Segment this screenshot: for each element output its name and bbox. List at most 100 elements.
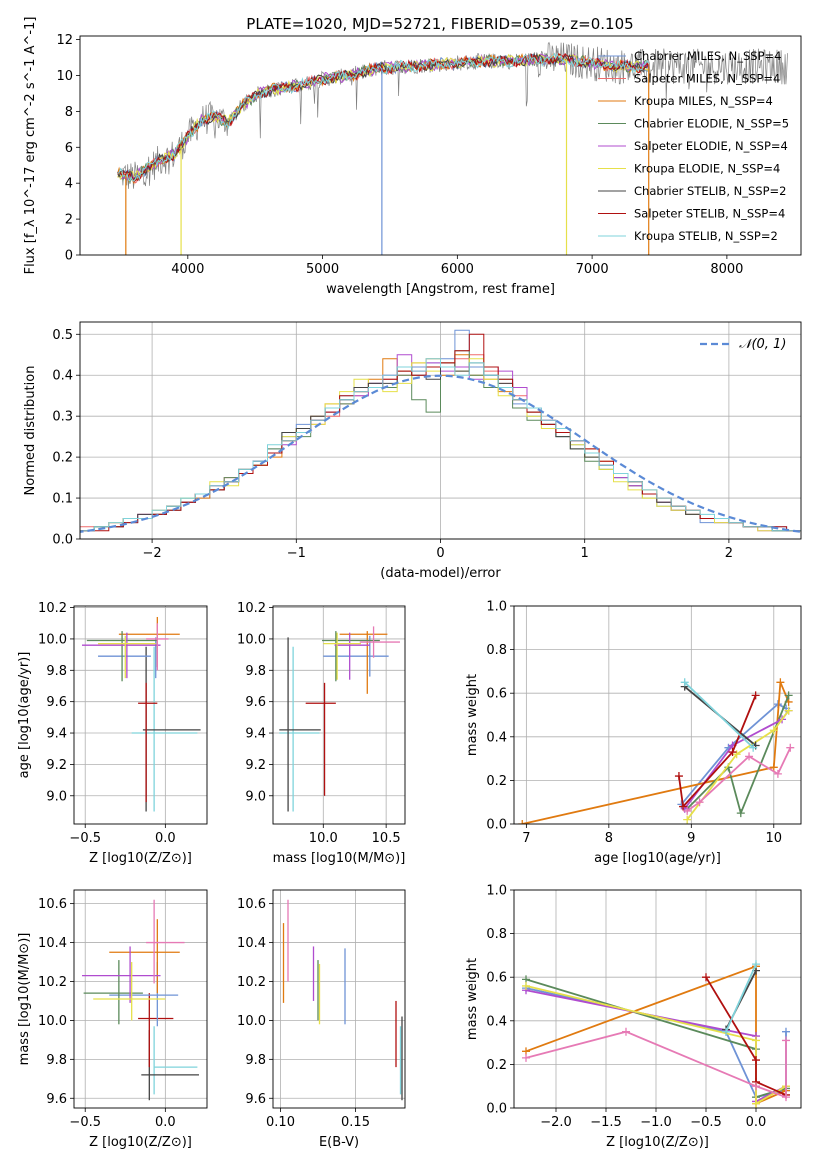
y-tick-label: 0.0	[486, 1102, 507, 1117]
legend-label: 𝒩(0, 1)	[739, 337, 786, 352]
x-tick-label: 0.0	[155, 831, 176, 846]
y-tick-label: 0.6	[486, 687, 507, 702]
y-tick-label: 9.8	[46, 664, 67, 679]
gaussian-curve	[80, 374, 801, 533]
weight-marker	[786, 743, 795, 752]
weight-marker	[784, 706, 793, 715]
x-tick-label: 10.5	[372, 831, 401, 846]
x-tick-label: −2.0	[540, 1115, 572, 1130]
mass-vs-ebv-plot: 0.10 0.15 9.6 9.8 10.0 10.2 10.4 10.6 E(B-V)	[237, 889, 406, 1150]
y-tick-label: 9.8	[245, 664, 266, 679]
weight-marker	[683, 806, 692, 815]
y-tick-label: 0.0	[486, 818, 507, 833]
y-tick-label: 0.4	[486, 1014, 507, 1029]
weight-marker	[745, 752, 754, 761]
y-tick-label: 9.0	[46, 789, 67, 804]
weight-marker	[769, 763, 778, 772]
x-tick-label: −0.5	[69, 831, 101, 846]
x-tick-label: 6000	[441, 262, 474, 277]
x-tick-label: 7	[522, 831, 530, 846]
x-tick-label: 8000	[710, 262, 743, 277]
x-tick-label: −1	[287, 546, 306, 561]
legend-label: Chabrier MILES, N_SSP=4	[634, 49, 781, 63]
y-tick-label: 9.0	[245, 789, 266, 804]
x-tick-label: 4000	[171, 262, 204, 277]
weight-series-line	[725, 963, 757, 1033]
legend-label: Kroupa MILES, N_SSP=4	[634, 94, 773, 108]
x-axis-label: Z [log10(Z/Z⊙)]	[606, 1135, 709, 1150]
y-tick-label: 0.4	[52, 369, 73, 384]
y-tick-label: 0.8	[486, 643, 507, 658]
x-tick-label: −1.5	[590, 1115, 622, 1130]
y-tick-label: 10.0	[237, 632, 266, 647]
y-axis-label: Normed distribution	[23, 366, 38, 496]
x-tick-label: 10.0	[309, 831, 338, 846]
y-tick-label: 10	[56, 69, 73, 84]
axes-frame	[79, 35, 802, 256]
x-axis-label: mass [log10(M/M⊙)]	[273, 851, 406, 866]
y-tick-label: 10.4	[38, 936, 67, 951]
model-spectrum-line	[117, 52, 650, 185]
weight-marker	[782, 1027, 790, 1036]
y-tick-label: 9.8	[245, 1053, 266, 1068]
histogram-step-line	[80, 358, 801, 532]
weight-marker	[522, 1053, 530, 1062]
weight-series-line	[678, 695, 757, 809]
y-tick-label: 2	[65, 213, 73, 228]
figure-title: PLATE=1020, MJD=52721, FIBERID=0539, z=0…	[246, 15, 633, 33]
weight-marker	[674, 772, 683, 781]
axes-frame	[73, 605, 208, 825]
weight-marker	[776, 678, 785, 687]
y-tick-label: 9.2	[46, 758, 67, 773]
y-tick-label: 6	[65, 141, 73, 156]
y-tick-label: 10.4	[237, 936, 266, 951]
y-tick-label: 0.1	[52, 492, 73, 507]
weight-marker	[702, 973, 710, 982]
y-tick-label: 0.4	[486, 730, 507, 745]
weight-marker	[752, 1082, 760, 1091]
y-tick-label: 10.0	[38, 632, 67, 647]
weight-marker	[728, 748, 737, 757]
weight-marker	[679, 802, 688, 811]
weight-marker	[722, 1027, 730, 1036]
weight-vs-age-plot: 7 8 9 10 0.0 0.2 0.4 0.6 0.8 1.0 age [log10(age/yr…	[465, 600, 802, 866]
y-tick-label: 10.2	[38, 601, 67, 616]
x-axis-label: E(B-V)	[319, 1135, 359, 1150]
weight-marker	[736, 809, 745, 818]
weight-marker	[732, 750, 741, 759]
age-vs-mass-plot: 10.0 10.5 9.0 9.2 9.4 9.6 9.8 10.0 10.2 mass [log…	[237, 601, 406, 866]
weight-marker	[751, 691, 760, 700]
mass-vs-metallicity-plot: −0.5 0.0 9.6 9.8 10.0 10.2 10.4 10.6 Z [log10(Z/…	[17, 889, 208, 1150]
y-axis-label: age [log10(age/yr)]	[17, 652, 32, 779]
y-tick-label: 0.2	[486, 774, 507, 789]
axes-frame	[73, 889, 208, 1109]
weight-marker	[680, 678, 689, 687]
x-tick-label: 7000	[576, 262, 609, 277]
weight-marker	[784, 691, 793, 700]
x-tick-label: −1.0	[640, 1115, 672, 1130]
y-axis-label: mass [log10(M/M⊙)]	[17, 933, 32, 1066]
y-tick-label: 10.2	[237, 975, 266, 990]
weight-marker	[782, 1036, 790, 1045]
x-tick-label: 0.15	[341, 1115, 370, 1130]
y-tick-label: 0.0	[52, 533, 73, 548]
legend-label: Salpeter STELIB, N_SSP=4	[634, 207, 785, 221]
y-tick-label: 4	[65, 177, 73, 192]
y-tick-label: 9.4	[245, 727, 266, 742]
y-tick-label: 12	[56, 33, 73, 48]
x-tick-label: 0.0	[746, 1115, 767, 1130]
weight-marker	[782, 1093, 790, 1102]
legend-label: Salpeter MILES, N_SSP=4	[634, 72, 780, 86]
axes-frame	[272, 889, 406, 1109]
y-tick-label: 10.2	[237, 601, 266, 616]
legend-label: Chabrier ELODIE, N_SSP=5	[634, 117, 789, 131]
x-axis-label: Z [log10(Z/Z⊙)]	[89, 851, 192, 866]
model-spectrum-line	[117, 52, 650, 182]
y-tick-label: 9.6	[245, 695, 266, 710]
weight-marker	[695, 798, 704, 807]
x-axis-label: Z [log10(Z/Z⊙)]	[89, 1135, 192, 1150]
axes-frame	[513, 605, 802, 825]
y-axis-label: mass weight	[465, 674, 480, 756]
legend-label: Chabrier STELIB, N_SSP=2	[634, 184, 786, 198]
